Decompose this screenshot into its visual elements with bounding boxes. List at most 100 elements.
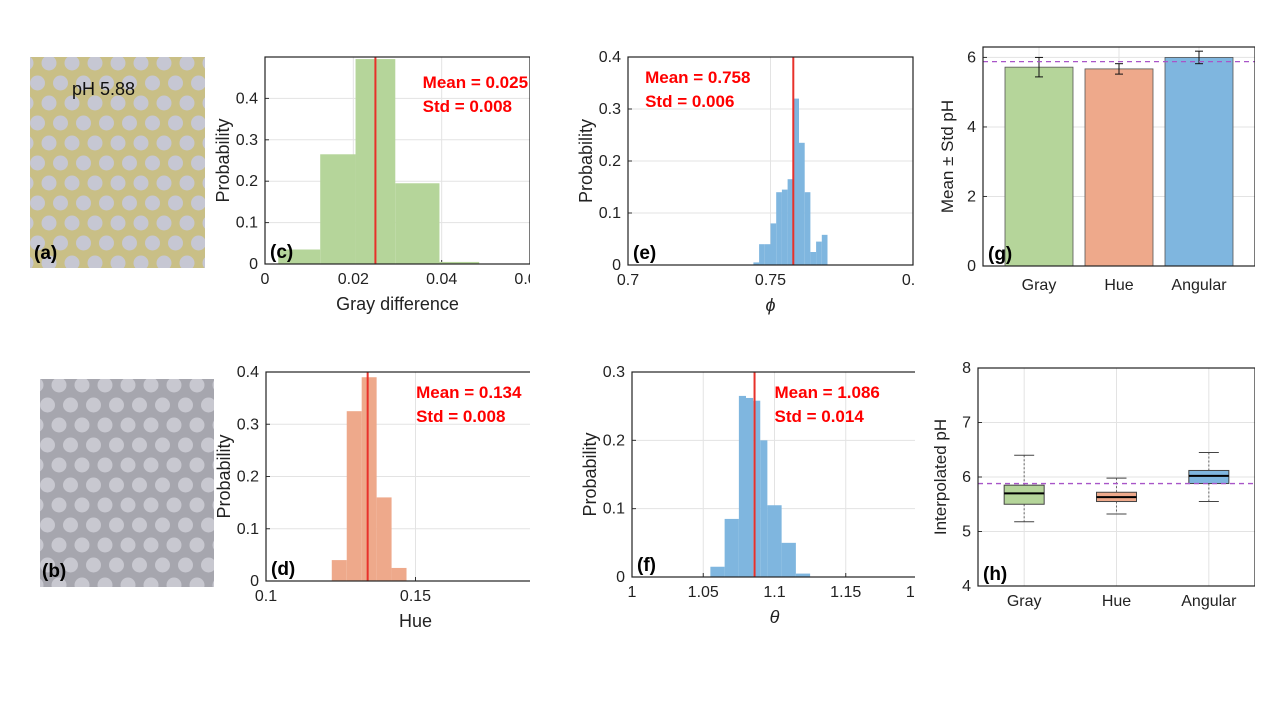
photo-b-dot: [120, 577, 136, 587]
mean-annotation: Mean = 0.134: [416, 383, 522, 402]
photo-b-dot: [51, 497, 67, 513]
photo-b-dot: [51, 457, 67, 473]
panel-label: (g): [988, 244, 1012, 265]
bar-hue: [1084, 68, 1154, 267]
histogram-bar: [331, 560, 347, 581]
photo-b-dot: [86, 517, 101, 533]
histogram-bar: [759, 244, 765, 265]
x-tick-label: 0.7: [617, 272, 639, 289]
axes-box: [265, 371, 530, 582]
photo-b-dot: [189, 497, 205, 513]
photo-a-dot: [87, 215, 103, 231]
photo-a-dot: [122, 155, 137, 171]
histogram-bar: [804, 192, 811, 265]
photo-a-panel-label: (a): [34, 243, 58, 264]
photo-a-dot: [202, 57, 205, 69]
y-tick-label: 6: [967, 49, 976, 66]
photo-b-dot: [74, 497, 90, 513]
photo-b-dot: [166, 497, 182, 513]
photo-b-dot: [155, 437, 170, 453]
photo-b-dot: [132, 557, 147, 573]
photo-a-dot: [30, 57, 34, 70]
photo-b: (b): [40, 379, 214, 587]
photo-a-dot: [87, 135, 103, 151]
histogram-bar: [361, 377, 377, 581]
photo-a-dot: [99, 75, 114, 91]
photo-b-dot: [212, 460, 214, 470]
photo-a-dot: [168, 195, 183, 211]
y-tick-label: 0.2: [236, 173, 258, 190]
photo-a-dot: [30, 136, 34, 150]
x-tick-label: Angular: [1181, 593, 1237, 610]
photo-a-dot: [168, 235, 183, 251]
photo-a-dot: [64, 255, 80, 268]
histogram-bar: [724, 518, 739, 577]
photo-a-dot: [99, 235, 114, 251]
photo-b-dot: [143, 577, 159, 587]
y-tick-label: 0: [249, 256, 258, 273]
photo-a-dot: [122, 195, 137, 211]
photo-a-dot: [145, 235, 160, 251]
axes-box: [977, 367, 1255, 587]
histogram-bar: [799, 142, 805, 265]
photo-b-dot: [97, 577, 113, 587]
y-axis-label: Probability: [214, 434, 234, 518]
photo-b-dot: [120, 497, 136, 513]
axes-box: [631, 371, 915, 578]
histogram-bar: [753, 400, 761, 577]
photo-b-dot: [109, 477, 124, 493]
photo-a: pH 5.88 (a): [30, 57, 205, 268]
photo-a-dot: [202, 97, 205, 109]
y-tick-label: 4: [967, 119, 976, 136]
std-annotation: Std = 0.014: [775, 407, 865, 426]
photo-a-dot: [156, 135, 172, 151]
x-tick-label: Gray: [1022, 277, 1057, 294]
histogram-bar: [391, 567, 407, 581]
y-tick-label: 0.4: [237, 364, 259, 381]
photo-a-dot: [179, 135, 195, 151]
x-axis-label: θ: [770, 607, 780, 627]
photo-a-dot: [110, 135, 126, 151]
photo-b-dot: [120, 379, 136, 393]
photo-a-dot: [64, 95, 80, 111]
photo-b-dot: [132, 437, 147, 453]
histogram-bar: [439, 261, 480, 264]
photo-a-dot: [53, 115, 68, 131]
photo-b-dot: [97, 417, 113, 433]
y-tick-label: 0.2: [237, 469, 259, 486]
photo-a-dot: [64, 57, 80, 71]
photo-a-dot: [53, 155, 68, 171]
y-axis-label: Interpolated pH: [931, 419, 950, 535]
photo-b-dot: [166, 417, 182, 433]
photo-a-dot: [168, 155, 183, 171]
x-tick-label: 1.2: [906, 584, 915, 601]
photo-a-dot: [30, 115, 45, 131]
photo-a-dot: [87, 57, 103, 71]
photo-b-dot: [166, 577, 182, 587]
y-tick-label: 0.4: [236, 90, 258, 107]
y-tick-label: 0.1: [599, 205, 621, 222]
photo-b-dot: [86, 557, 101, 573]
photo-a-dot: [110, 175, 126, 191]
photo-b-dot: [189, 457, 205, 473]
photo-b-dot: [51, 537, 67, 553]
photo-a-dot: [76, 235, 91, 251]
x-axis-label: Gray difference: [336, 294, 459, 314]
mean-annotation: Mean = 1.086: [775, 383, 880, 402]
photo-b-dots: [40, 379, 214, 587]
photo-a-dot: [30, 235, 45, 251]
histogram-bar: [346, 411, 362, 581]
y-tick-label: 0.2: [599, 153, 621, 170]
photo-b-dot: [212, 540, 214, 550]
photo-a-dot: [30, 75, 45, 91]
photo-a-dot: [133, 175, 149, 191]
photo-b-dot: [178, 557, 193, 573]
y-tick-label: 0.3: [603, 364, 625, 381]
photo-b-dot: [40, 397, 55, 413]
photo-a-dot: [53, 235, 68, 251]
axes-box: [982, 46, 1255, 267]
photo-a-dot: [179, 255, 195, 268]
photo-b-dot: [120, 457, 136, 473]
histogram-bar: [776, 192, 782, 265]
photo-b-dot: [132, 517, 147, 533]
